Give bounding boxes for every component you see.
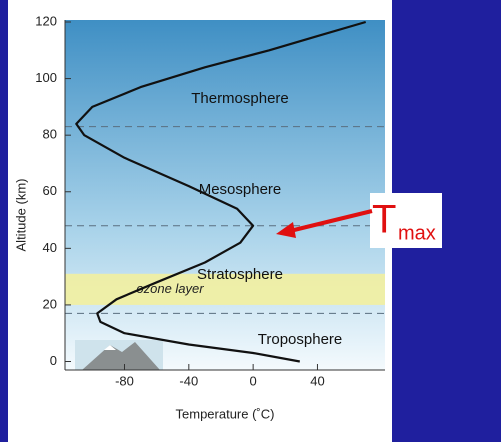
y-tick-label: 40 <box>43 240 57 255</box>
annotation-arrowhead <box>276 222 296 238</box>
annotation-text: T <box>372 198 396 242</box>
x-axis-label: Temperature (˚C) <box>176 406 275 421</box>
plot-area <box>65 20 385 370</box>
x-tick-label: 40 <box>310 373 324 388</box>
y-tick-label: 60 <box>43 183 57 198</box>
y-tick-label: 0 <box>50 353 57 368</box>
annotation-subscript: max <box>398 222 436 244</box>
y-axis-label: Altitude (km) <box>13 179 28 252</box>
y-tick-label: 20 <box>43 296 57 311</box>
y-tick-label: 120 <box>35 13 57 28</box>
y-tick-label: 100 <box>35 70 57 85</box>
y-tick-label: 80 <box>43 127 57 142</box>
annotation-box <box>370 193 442 248</box>
layer-label: Troposphere <box>258 331 343 348</box>
ozone-band <box>65 273 385 305</box>
ozone-label: ozone layer <box>136 281 204 296</box>
mountain <box>75 340 163 370</box>
annotation-arrow <box>289 209 373 233</box>
temperature-profile <box>75 20 367 363</box>
x-tick-label: 0 <box>250 373 257 388</box>
layer-label: Stratosphere <box>197 266 283 283</box>
layer-label: Thermosphere <box>191 90 289 107</box>
x-tick-label: -80 <box>115 373 134 388</box>
layer-label: Mesosphere <box>199 181 282 198</box>
x-tick-label: -40 <box>179 373 198 388</box>
